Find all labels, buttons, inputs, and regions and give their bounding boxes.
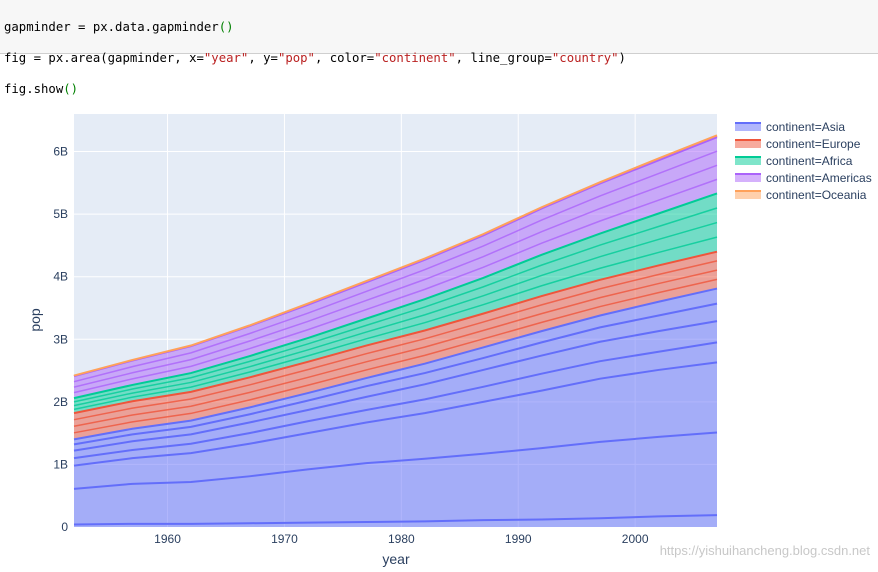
legend-label: continent=Americas: [766, 171, 872, 185]
cell-output: 1960 1970 1980 1990 2000 0 1B 2B 3B 4B 5B 6B year …: [0, 55, 878, 568]
x-tick-label: 2000: [622, 532, 649, 546]
x-axis-label: year: [382, 551, 410, 567]
y-tick-labels: 0 1B 2B 3B 4B 5B 6B: [53, 145, 68, 534]
country-line-americas: [73, 164, 718, 388]
y-tick-label: 3B: [53, 332, 68, 346]
country-line-europe: [73, 269, 718, 427]
x-tick-label: 1960: [154, 532, 181, 546]
legend-item-europe[interactable]: continent=Europe: [735, 137, 861, 151]
code-line-1: gapminder = px.data.gapminder(): [4, 19, 234, 34]
y-tick-label: 5B: [53, 207, 68, 221]
asia-country-line: [73, 320, 718, 452]
country-line-americas: [73, 150, 718, 383]
legend-label: continent=Africa: [766, 154, 853, 168]
series-line-asia: [73, 287, 718, 441]
y-tick-label: 0: [61, 520, 68, 534]
legend-item-africa[interactable]: continent=Africa: [735, 154, 853, 168]
series-lines: [73, 134, 718, 526]
asia-country-line: [73, 341, 718, 460]
asia-country-line: [73, 361, 718, 467]
asia-country-line: [73, 514, 718, 526]
legend-item-asia[interactable]: continent=Asia: [735, 120, 845, 134]
x-tick-label: 1990: [505, 532, 532, 546]
legend-swatch: [735, 174, 761, 182]
watermark: https://yishuihancheng.blog.csdn.net: [659, 543, 870, 558]
code-line-3: fig.show(): [4, 81, 79, 96]
asia-country-line: [73, 431, 718, 490]
legend-label: continent=Oceania: [766, 188, 867, 202]
series-line-europe: [73, 250, 718, 415]
legend-item-oceania[interactable]: continent=Oceania: [735, 188, 867, 202]
code-line-2: fig = px.area(gapminder, x="year", y="po…: [4, 50, 626, 65]
x-tick-label: 1980: [388, 532, 415, 546]
country-line-europe: [73, 260, 718, 421]
series-line-africa: [73, 192, 718, 400]
country-line-europe: [73, 278, 718, 434]
legend-label: continent=Asia: [766, 120, 845, 134]
legend-swatch: [735, 123, 761, 131]
country-line-africa: [73, 236, 718, 411]
legend[interactable]: continent=Asia continent=Europe continent=…: [735, 120, 872, 202]
y-tick-label: 1B: [53, 457, 68, 471]
y-axis-label: pop: [27, 308, 43, 332]
legend-swatch: [735, 157, 761, 165]
x-tick-labels: 1960 1970 1980 1990 2000: [154, 532, 649, 546]
y-tick-label: 4B: [53, 270, 68, 284]
asia-country-line: [73, 302, 718, 446]
y-tick-label: 2B: [53, 395, 68, 409]
area-africa[interactable]: [74, 193, 717, 414]
x-tick-label: 1970: [271, 532, 298, 546]
code-cell[interactable]: gapminder = px.data.gapminder() fig = px…: [0, 0, 878, 96]
legend-item-americas[interactable]: continent=Americas: [735, 171, 872, 185]
legend-swatch: [735, 140, 761, 148]
country-line-africa: [73, 207, 718, 403]
series-line-oceania: [73, 134, 718, 377]
legend-swatch: [735, 191, 761, 199]
area-asia[interactable]: [74, 288, 717, 527]
country-line-americas: [73, 178, 718, 394]
legend-label: continent=Europe: [766, 137, 861, 151]
y-tick-label: 6B: [53, 145, 68, 159]
country-line-africa: [73, 221, 718, 407]
